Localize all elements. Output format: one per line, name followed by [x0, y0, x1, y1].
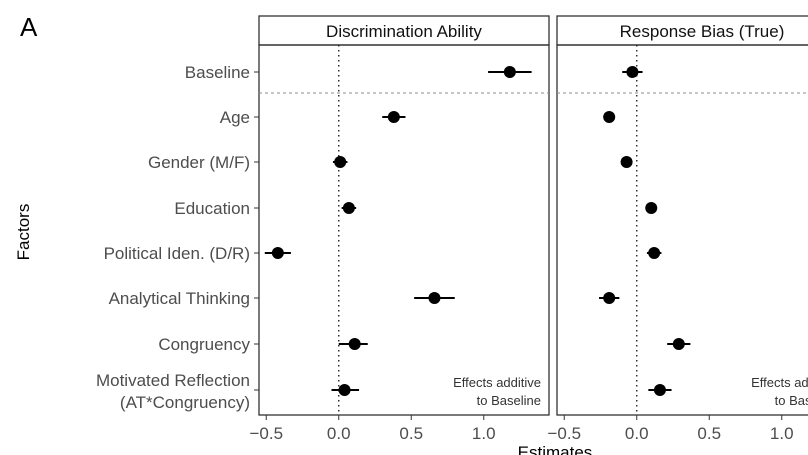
- y-tick-label: Education: [174, 199, 250, 218]
- facet-strip: [258, 15, 550, 46]
- x-tick-label: 1.0: [770, 424, 794, 443]
- estimate-point: [603, 292, 616, 304]
- estimate-point: [503, 66, 516, 78]
- y-tick-label: Baseline: [185, 63, 250, 82]
- estimate-point: [342, 202, 355, 214]
- annotation-text: to Baseline: [477, 393, 541, 408]
- facet-title: Response Bias (True): [620, 22, 785, 41]
- estimate-point: [620, 156, 633, 168]
- panel-frame: [556, 44, 808, 416]
- estimate-point: [648, 247, 661, 259]
- x-tick-label: −0.5: [249, 424, 283, 443]
- y-axis-title: Factors: [14, 204, 33, 261]
- x-tick-label: 0.5: [399, 424, 423, 443]
- panel-label: A: [20, 12, 38, 42]
- y-tick-label: Analytical Thinking: [109, 289, 250, 308]
- x-tick-label: −0.5: [547, 424, 581, 443]
- y-tick-label: Political Iden. (D/R): [104, 244, 250, 263]
- x-tick-label: 0.0: [327, 424, 351, 443]
- estimate-point: [603, 111, 616, 123]
- x-axis-title: Estimates: [518, 443, 593, 455]
- estimate-point: [428, 292, 441, 304]
- plot-layer: Baseline Age Gender (M/F) Education Politica…: [96, 15, 808, 443]
- y-tick-label-line: Motivated Reflection: [96, 371, 250, 390]
- estimate-point: [338, 384, 351, 396]
- x-tick-label: 0.5: [697, 424, 721, 443]
- estimate-point: [334, 156, 347, 168]
- estimate-point: [645, 202, 658, 214]
- facet-title: Discrimination Ability: [326, 22, 482, 41]
- x-tick-label: 0.0: [625, 424, 649, 443]
- y-tick-label: Congruency: [158, 335, 250, 354]
- annotation-text: Effects additive: [453, 375, 541, 390]
- estimate-point: [387, 111, 400, 123]
- y-tick-label: Gender (M/F): [148, 153, 250, 172]
- estimate-point: [271, 247, 284, 259]
- x-tick-label: 1.0: [472, 424, 496, 443]
- estimate-point: [348, 338, 361, 350]
- annotation-text: Effects additive: [751, 375, 808, 390]
- y-tick-label: Motivated Reflection (AT*Congruency): [96, 371, 250, 412]
- panel-frame: [258, 44, 550, 416]
- estimate-point: [672, 338, 685, 350]
- annotation-text: to Baseline: [775, 393, 808, 408]
- y-tick-label: Age: [220, 108, 250, 127]
- y-tick-label-line: (AT*Congruency): [120, 393, 250, 412]
- estimate-point: [653, 384, 666, 396]
- estimate-point: [626, 66, 639, 78]
